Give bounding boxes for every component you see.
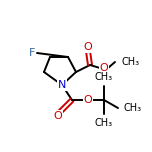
- Text: F: F: [29, 48, 35, 58]
- Text: O: O: [100, 63, 108, 73]
- Text: CH₃: CH₃: [95, 72, 113, 82]
- Text: N: N: [58, 80, 66, 90]
- Text: O: O: [84, 42, 92, 52]
- Text: O: O: [84, 95, 92, 105]
- Text: CH₃: CH₃: [123, 103, 141, 113]
- Text: O: O: [54, 111, 62, 121]
- Text: CH₃: CH₃: [95, 118, 113, 128]
- Text: CH₃: CH₃: [122, 57, 140, 67]
